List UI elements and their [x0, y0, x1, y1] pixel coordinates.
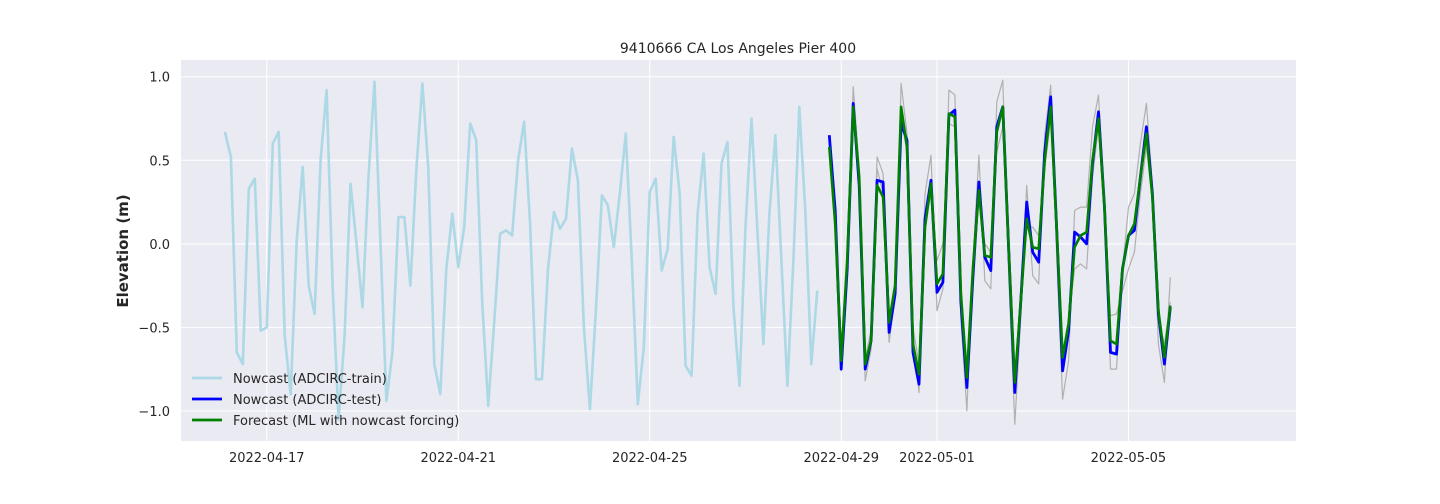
x-tick-label: 2022-05-05 — [1091, 451, 1167, 466]
y-tick-label: 0.5 — [149, 154, 170, 169]
x-tick-label: 2022-04-21 — [420, 451, 496, 466]
legend-label: Nowcast (ADCIRC-train) — [233, 372, 387, 387]
legend-label: Nowcast (ADCIRC-test) — [233, 393, 382, 408]
y-axis-label: Elevation (m) — [114, 194, 132, 307]
y-axis-ticks: −1.0 −0.5 0.0 0.5 1.0 — [138, 71, 170, 420]
forecast-series-line — [828, 105, 1172, 384]
x-tick-label: 2022-04-29 — [803, 451, 879, 466]
legend: Nowcast (ADCIRC-train) Nowcast (ADCIRC-te… — [192, 372, 459, 429]
x-tick-label: 2022-05-01 — [899, 451, 975, 466]
train-series-line — [223, 80, 819, 421]
x-tick-label: 2022-04-17 — [229, 451, 305, 466]
y-tick-label: 1.0 — [149, 71, 170, 86]
x-axis-ticks: 2022-04-17 2022-04-21 2022-04-25 2022-04-29… — [229, 451, 1166, 466]
x-tick-label: 2022-04-25 — [612, 451, 688, 466]
series-layer — [223, 79, 1172, 425]
chart-title: 9410666 CA Los Angeles Pier 400 — [620, 41, 856, 57]
y-tick-label: 0.0 — [149, 238, 170, 253]
grid-lines — [181, 60, 1296, 441]
y-tick-label: −0.5 — [138, 321, 170, 336]
legend-label: Forecast (ML with nowcast forcing) — [233, 414, 459, 429]
y-tick-label: −1.0 — [138, 405, 170, 420]
